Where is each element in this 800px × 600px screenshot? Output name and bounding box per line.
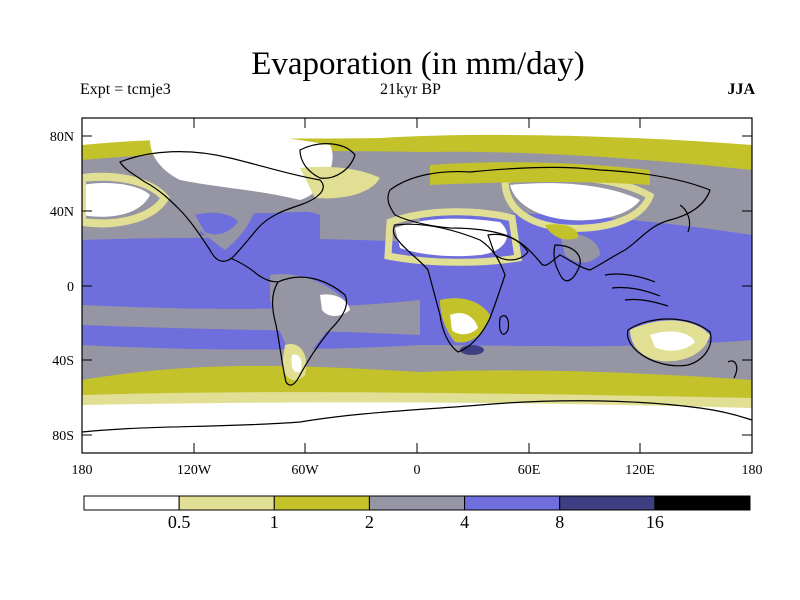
experiment-label: Expt = tcmje3	[80, 81, 171, 98]
colorbar-swatch	[559, 495, 656, 511]
colorbar-swatch	[178, 495, 275, 511]
colorbar-label: 0.5	[168, 512, 191, 532]
colorbar-swatch	[464, 495, 561, 511]
y-tick-label-40s: 40S	[52, 354, 74, 369]
colorbar-swatch	[273, 495, 370, 511]
colorbar-swatch	[654, 495, 751, 511]
season-label: JJA	[727, 81, 755, 98]
colorbar-label: 2	[365, 512, 374, 532]
colorbar-label: 1	[270, 512, 279, 532]
y-tick-label-40n: 40N	[50, 205, 74, 220]
x-tick-label-0: 0	[414, 463, 421, 478]
colorbar-label: 8	[555, 512, 564, 532]
map-title: Evaporation (in mm/day)	[251, 46, 585, 82]
colorbar-label: 16	[646, 512, 664, 532]
x-tick-label-180-right: 180	[742, 463, 763, 478]
colorbar: 0.5 1 2 4 8 16	[83, 495, 751, 532]
y-tick-label-80n: 80N	[50, 130, 74, 145]
colorbar-label: 4	[460, 512, 469, 532]
coastlines	[82, 143, 752, 433]
y-tick-label-0: 0	[67, 280, 74, 295]
y-tick-label-80s: 80S	[52, 429, 74, 444]
x-axis: 180 120W 60W 0 60E 120E 180	[72, 118, 763, 478]
evaporation-field	[82, 118, 752, 453]
x-tick-label-60w: 60W	[291, 463, 319, 478]
x-tick-label-60e: 60E	[518, 463, 541, 478]
period-label: 21kyr BP	[380, 81, 441, 98]
colorbar-swatch	[368, 495, 466, 511]
x-tick-label-180-left: 180	[72, 463, 93, 478]
x-tick-label-120e: 120E	[625, 463, 655, 478]
x-tick-label-120w: 120W	[177, 463, 212, 478]
colorbar-swatch	[83, 495, 180, 511]
y-axis: 80N 40N 0 40S 80S	[50, 130, 752, 444]
